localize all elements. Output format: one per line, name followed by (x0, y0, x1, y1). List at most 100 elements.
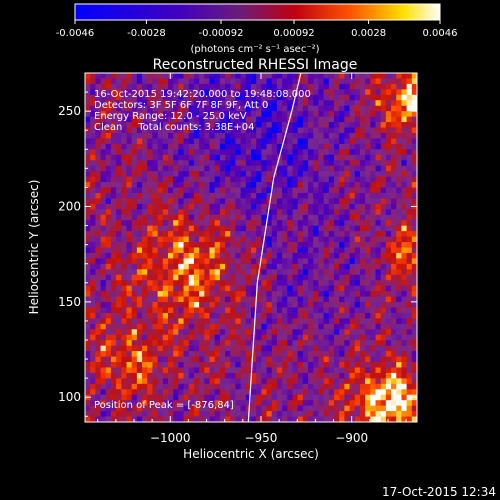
heatmap-cell (318, 362, 325, 369)
heatmap-cell (105, 127, 112, 134)
heatmap-cell (354, 302, 361, 309)
heatmap-cell (328, 263, 335, 270)
heatmap-cell (313, 263, 320, 270)
heatmap-cell (85, 351, 91, 358)
heatmap-cell (302, 296, 309, 303)
heatmap-cell (162, 94, 169, 101)
heatmap-cell (385, 269, 392, 276)
heatmap-cell (328, 291, 335, 298)
heatmap-cell (287, 127, 294, 134)
heatmap-cell (235, 362, 242, 369)
heatmap-cell (219, 400, 226, 407)
heatmap-cell (375, 149, 382, 156)
heatmap-cell (183, 209, 190, 216)
heatmap-cell (251, 203, 257, 210)
heatmap-cell (147, 329, 154, 336)
heatmap-cell (396, 416, 403, 422)
heatmap-cell (225, 171, 231, 178)
heatmap-cell (90, 334, 96, 341)
heatmap-cell (178, 329, 185, 336)
heatmap-cell (385, 345, 392, 352)
heatmap-cell (323, 329, 330, 336)
heatmap-cell (256, 214, 262, 221)
heatmap-cell (90, 122, 96, 129)
heatmap-cell (385, 291, 392, 298)
heatmap-cell (110, 340, 117, 347)
heatmap-cell (219, 318, 226, 325)
heatmap-cell (121, 94, 128, 101)
heatmap-cell (188, 312, 195, 319)
heatmap-cell (136, 269, 143, 276)
heatmap-cell (339, 192, 345, 200)
heatmap-cell (240, 263, 247, 270)
heatmap-cell (375, 362, 382, 369)
heatmap-cell (235, 372, 242, 379)
heatmap-cell (396, 83, 403, 90)
heatmap-cell (334, 372, 340, 379)
heatmap-cell (308, 100, 314, 107)
heatmap-cell (297, 236, 304, 243)
heatmap-cell (370, 122, 377, 129)
heatmap-cell (100, 345, 107, 352)
heatmap-cell (235, 405, 242, 412)
heatmap-cell (204, 323, 211, 330)
colorbar-gradient (74, 3, 441, 21)
heatmap-cell (152, 100, 159, 107)
heatmap-cell (105, 411, 112, 418)
heatmap-cell (344, 187, 351, 194)
heatmap-cell (147, 122, 154, 129)
heatmap-cell (344, 171, 351, 178)
heatmap-cell (235, 105, 242, 112)
heatmap-cell (225, 122, 231, 129)
heatmap-cell (147, 94, 154, 101)
heatmap-cell (105, 176, 112, 183)
heatmap-cell (230, 252, 237, 259)
heatmap-cell (266, 182, 273, 189)
heatmap-cell (411, 367, 417, 374)
heatmap-cell (178, 378, 185, 385)
heatmap-cell (276, 214, 283, 221)
heatmap-cell (344, 389, 351, 396)
heatmap-cell (266, 367, 273, 374)
heatmap-cell (251, 209, 257, 216)
heatmap-cell (110, 269, 117, 276)
heatmap-cell (126, 220, 133, 227)
heatmap-cell (323, 138, 330, 145)
heatmap-cell (209, 274, 216, 281)
heatmap-cell (95, 73, 102, 80)
heatmap-cell (147, 247, 154, 254)
heatmap-cell (110, 209, 117, 216)
heatmap-cell (313, 176, 320, 183)
heatmap-cell (85, 225, 91, 232)
heatmap-cell (199, 78, 205, 85)
heatmap-cell (110, 242, 117, 249)
heatmap-cell (168, 209, 174, 216)
heatmap-cell (240, 400, 247, 407)
heatmap-cell (95, 89, 102, 96)
heatmap-cell (95, 340, 102, 347)
heatmap-cell (391, 203, 397, 210)
heatmap-cell (110, 411, 117, 418)
heatmap-cell (121, 389, 128, 396)
heatmap-cell (261, 378, 268, 385)
heatmap-cell (152, 362, 159, 369)
heatmap-cell (95, 362, 102, 369)
heatmap-cell (219, 198, 226, 205)
heatmap-cell (251, 242, 257, 249)
heatmap-cell (193, 225, 200, 232)
heatmap-cell (193, 171, 200, 178)
heatmap-cell (219, 220, 226, 227)
heatmap-cell (225, 225, 231, 232)
heatmap-cell (147, 269, 154, 276)
heatmap-cell (173, 73, 179, 80)
heatmap-cell (365, 247, 371, 254)
heatmap-cell (334, 214, 340, 221)
heatmap-cell (219, 165, 226, 172)
heatmap-cell (131, 83, 138, 90)
heatmap-cell (276, 263, 283, 270)
heatmap-cell (110, 127, 117, 134)
heatmap-cell (271, 296, 278, 303)
heatmap-cell (256, 334, 262, 341)
heatmap-cell (147, 263, 154, 270)
heatmap-cell (276, 176, 283, 183)
